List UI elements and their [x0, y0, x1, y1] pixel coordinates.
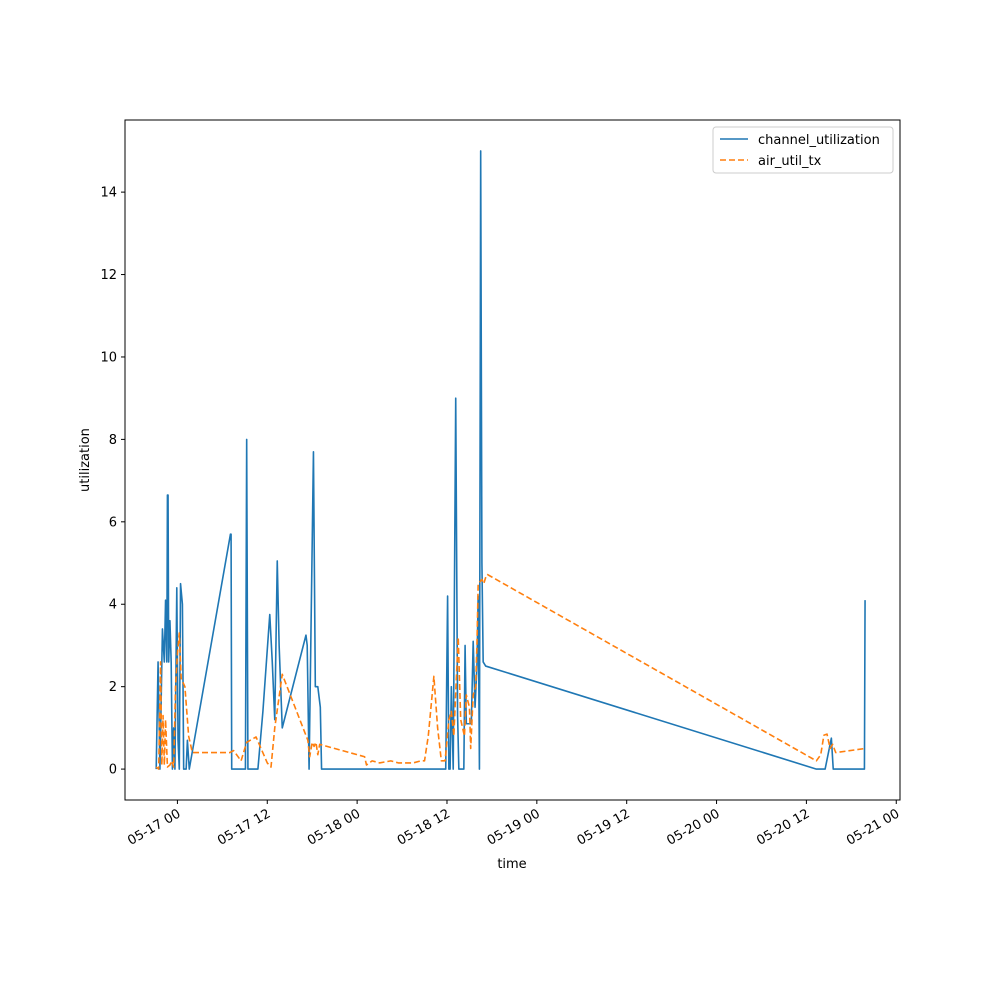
y-tick-label-4: 8	[109, 433, 117, 448]
legend: channel_utilization air_util_tx	[712, 126, 894, 174]
x-axis-label: time	[497, 857, 526, 872]
y-tick-label-5: 10	[100, 350, 117, 365]
y-tick-label-1: 2	[109, 680, 117, 695]
y-tick-label-6: 12	[100, 268, 117, 283]
legend-label-air-util-tx: air_util_tx	[758, 154, 822, 169]
y-tick-label-0: 0	[109, 763, 117, 778]
legend-label-channel-utilization: channel_utilization	[758, 133, 880, 148]
y-axis-label: utilization	[78, 428, 93, 492]
plot-area	[125, 120, 900, 800]
legend-frame	[712, 126, 894, 174]
series-line-air-util-tx	[155, 573, 866, 770]
series-line-channel-utilization	[155, 150, 866, 770]
y-tick-label-3: 6	[109, 515, 117, 530]
series-layer	[155, 150, 866, 770]
y-axis: 0 2 4 6 8 10 12 14	[100, 186, 125, 778]
y-tick-label-2: 4	[109, 598, 117, 613]
y-tick-label-7: 14	[100, 186, 117, 201]
plot-frame	[124, 119, 901, 801]
